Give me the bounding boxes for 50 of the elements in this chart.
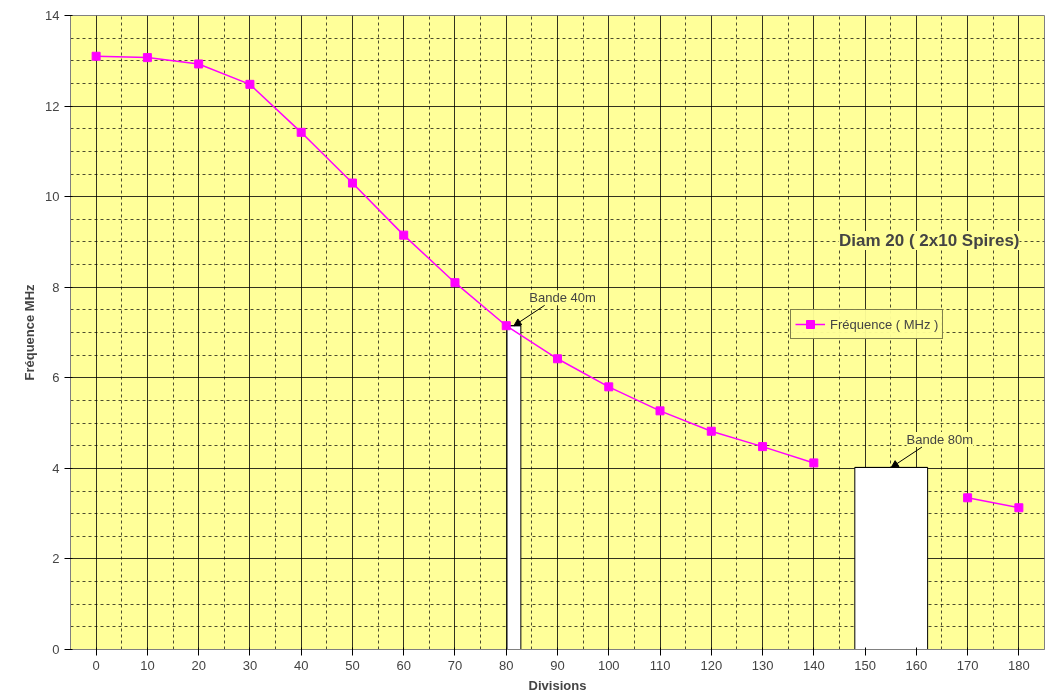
point <box>604 382 614 392</box>
y-axis-title: Fréquence MHz <box>22 283 38 381</box>
x-tick-label: 10 <box>140 657 155 673</box>
x-tick-label: 0 <box>92 657 100 673</box>
y-tick-label: 10 <box>45 189 60 205</box>
point <box>758 442 768 452</box>
point <box>706 426 716 436</box>
point <box>1014 503 1024 513</box>
annotation: Bande 40m <box>529 290 596 306</box>
x-tick-label: 130 <box>751 657 774 673</box>
x-tick-label: 180 <box>1008 657 1030 673</box>
point <box>655 406 665 416</box>
annotation: Diam 20 ( 2x10 Spires) <box>839 231 1020 251</box>
point <box>399 230 409 240</box>
annotation: Bande 80m <box>906 432 974 448</box>
x-tick-label: 80 <box>499 657 514 673</box>
x-tick-label: 40 <box>293 657 309 673</box>
y-tick-label: 6 <box>52 370 60 386</box>
point <box>245 79 255 89</box>
x-tick-label: 110 <box>649 657 671 673</box>
point <box>91 51 101 61</box>
point <box>347 178 357 188</box>
legend-label: Fréquence ( MHz ) <box>830 316 939 332</box>
x-tick-label: 50 <box>345 657 360 673</box>
y-tick-label: 14 <box>45 8 60 23</box>
x-tick-label: 170 <box>956 657 979 673</box>
point <box>194 59 204 69</box>
y-tick-label: 8 <box>52 279 60 295</box>
x-tick-label: 160 <box>905 657 928 673</box>
point <box>142 53 152 63</box>
x-tick-label: 90 <box>550 657 565 673</box>
y-tick-label: 12 <box>45 98 60 114</box>
point <box>809 458 819 468</box>
y-tick-label: 0 <box>52 642 60 657</box>
x-tick-label: 100 <box>597 657 620 673</box>
x-tick-label: 30 <box>242 657 258 673</box>
point <box>450 278 460 288</box>
point <box>296 127 306 137</box>
y-tick-label: 4 <box>52 460 60 476</box>
point <box>553 354 562 364</box>
y-tick-label: 2 <box>52 551 60 567</box>
x-tick-label: 70 <box>447 657 463 673</box>
x-tick-label: 20 <box>191 657 206 673</box>
x-axis-title: Divisions <box>528 677 587 693</box>
x-tick-label: 140 <box>802 657 825 673</box>
x-tick-label: 60 <box>396 657 411 673</box>
x-tick-label: 120 <box>700 657 723 673</box>
x-tick-label: 150 <box>854 657 876 673</box>
point <box>963 493 973 503</box>
point <box>501 321 511 331</box>
